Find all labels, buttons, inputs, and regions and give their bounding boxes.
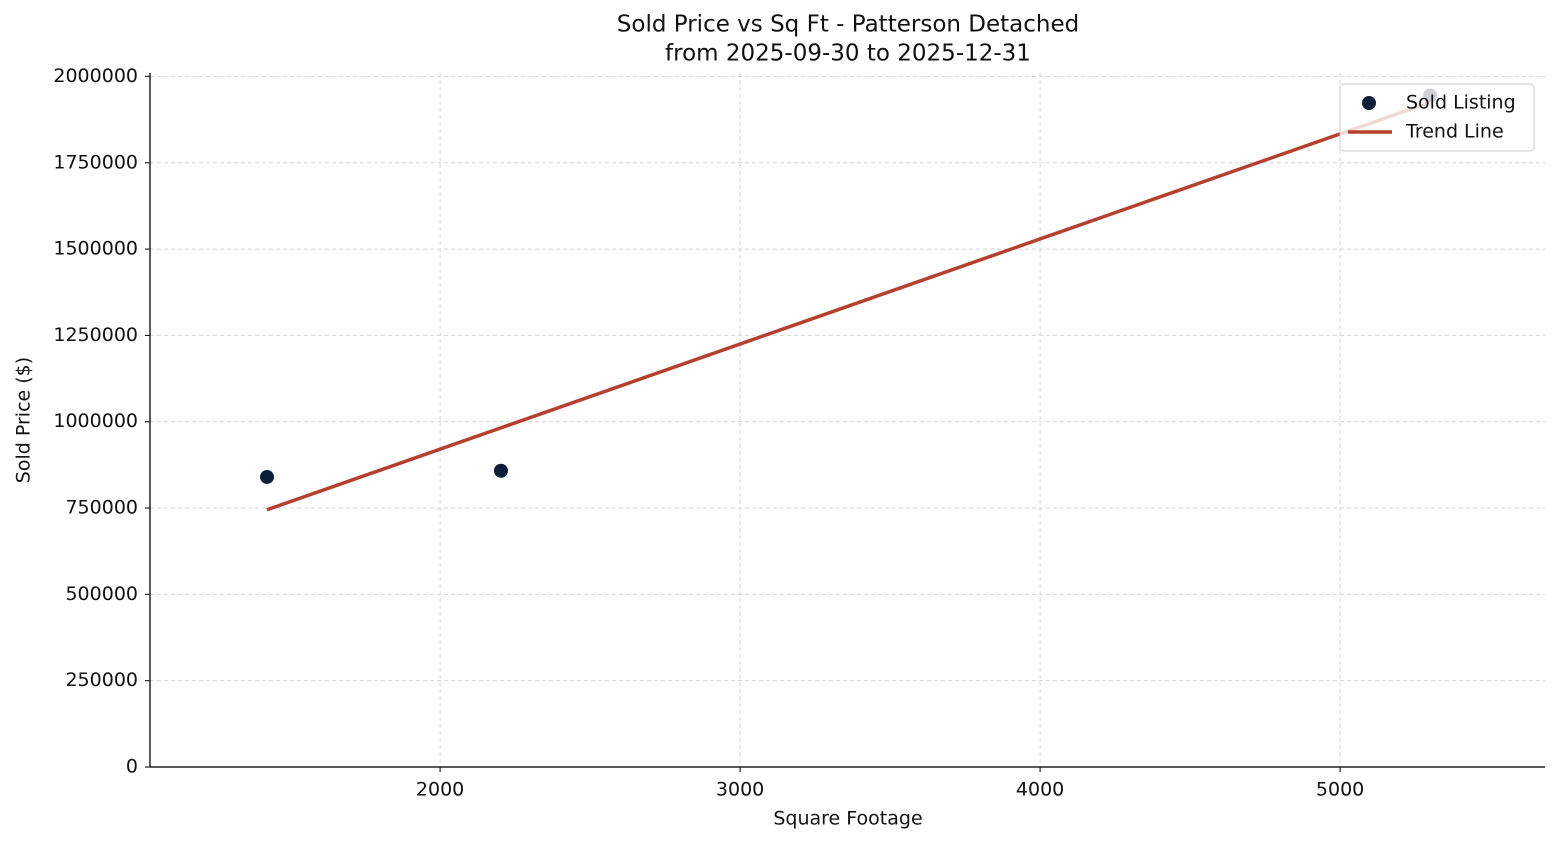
legend-label: Trend Line (1405, 121, 1504, 143)
legend-label: Sold Listing (1406, 92, 1516, 114)
legend-box (1339, 83, 1535, 152)
point (494, 463, 508, 478)
y-tick-label: 1000000 (53, 410, 138, 432)
y-axis-label: Sold Price ($) (13, 357, 35, 483)
chart-subtitle: from 2025-09-30 to 2025-12-31 (665, 41, 1031, 67)
x-tick-label: 2000 (416, 779, 464, 801)
x-tick-label: 5000 (1316, 779, 1364, 801)
y-tick-label: 1500000 (53, 238, 138, 260)
y-tick-label: 2000000 (53, 65, 138, 87)
point (260, 469, 274, 484)
y-tick-label: 250000 (65, 669, 138, 691)
x-tick-label: 4000 (1016, 779, 1064, 801)
y-tick-label: 0 (126, 756, 138, 778)
legend-marker (1362, 96, 1376, 110)
x-tick-label: 3000 (716, 779, 764, 801)
y-tick-label: 750000 (65, 497, 138, 519)
chart-title: Sold Price vs Sq Ft - Patterson Detached (617, 12, 1079, 38)
y-tick-label: 1750000 (53, 151, 138, 173)
trend-line (266, 100, 1431, 512)
y-tick-label: 500000 (65, 583, 138, 605)
y-tick-label: 1250000 (53, 324, 138, 346)
x-axis-label: Square Footage (773, 808, 922, 830)
